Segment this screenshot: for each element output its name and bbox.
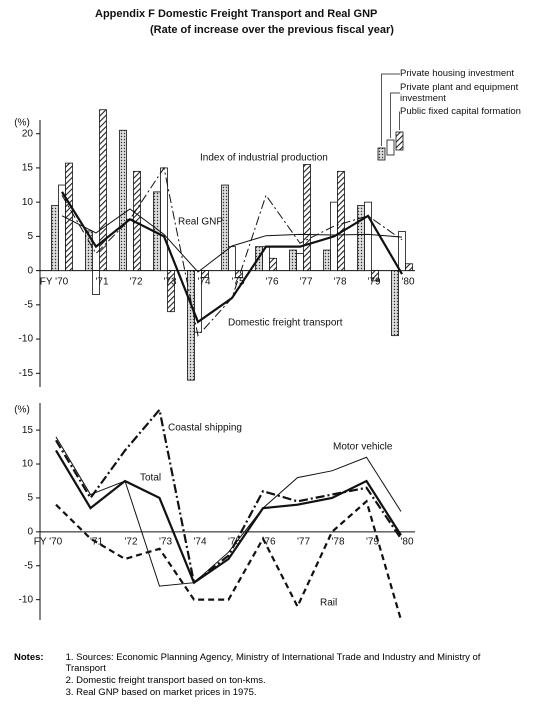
- chart-title: Appendix F Domestic Freight Transport an…: [95, 8, 377, 20]
- legend-label: Public fixed capital formation: [400, 106, 521, 117]
- bar: [221, 184, 229, 272]
- note: 2. Domestic freight transport based on t…: [65, 675, 266, 686]
- legend-swatch: [395, 131, 404, 151]
- bar: [391, 270, 399, 337]
- bar: [269, 257, 277, 272]
- y-tick-label: -15: [19, 368, 34, 379]
- x-tick-label: '72: [124, 536, 137, 547]
- bar: [201, 270, 209, 278]
- y-tick-label: 10: [22, 197, 34, 208]
- bar: [323, 249, 331, 272]
- x-tick-label: '78: [331, 536, 344, 547]
- y-axis-label: (%): [14, 118, 30, 129]
- bar: [92, 270, 100, 295]
- chart-subtitle: (Rate of increase over the previous fisc…: [150, 24, 394, 36]
- line: [61, 208, 403, 273]
- line: [55, 407, 402, 585]
- series-label: Motor vehicle: [333, 442, 393, 453]
- bar: [99, 109, 107, 272]
- series-label: Real GNP: [178, 217, 223, 228]
- notes-list: 1. Sources: Economic Planning Agency, Mi…: [44, 652, 496, 699]
- bar: [85, 230, 93, 272]
- bar: [126, 218, 134, 272]
- bar: [187, 270, 195, 381]
- y-tick-label: -5: [24, 560, 33, 571]
- y-tick-label: 15: [22, 163, 34, 174]
- bar: [65, 162, 73, 272]
- y-tick-label: -5: [24, 299, 33, 310]
- x-tick-label: '78: [333, 276, 346, 287]
- line: [61, 191, 403, 324]
- x-tick-label: '79: [367, 276, 380, 287]
- legend-swatch: [377, 147, 386, 161]
- line: [55, 436, 402, 587]
- legend-swatch: [386, 139, 395, 156]
- y-tick-label: 5: [27, 231, 33, 242]
- y-tick-label: 0: [27, 526, 33, 537]
- x-tick-label: '77: [297, 536, 310, 547]
- legend-label: Private plant and equipment investment: [400, 82, 519, 104]
- note: 1. Sources: Economic Planning Agency, Mi…: [65, 652, 481, 674]
- notes-label: Notes:: [14, 652, 44, 663]
- bar: [405, 263, 413, 272]
- bar: [160, 167, 168, 272]
- notes: Notes: 1. Sources: Economic Planning Age…: [14, 652, 534, 699]
- y-tick-label: -10: [19, 594, 34, 605]
- x-tick-label: '74: [197, 276, 210, 287]
- x-tick-label: '80: [401, 276, 414, 287]
- series-label: Domestic freight transport: [228, 318, 343, 329]
- x-tick-label: FY '70: [34, 536, 63, 547]
- x-tick-label: '76: [265, 276, 278, 287]
- bar: [337, 170, 345, 272]
- x-tick-label: '73: [159, 536, 172, 547]
- y-axis-label: (%): [14, 405, 30, 416]
- x-tick-label: '74: [193, 536, 206, 547]
- y-tick-label: 15: [22, 425, 34, 436]
- bar: [371, 270, 379, 282]
- line: [55, 449, 402, 585]
- series-label: Rail: [320, 598, 337, 609]
- series-label: Index of industrial production: [200, 153, 328, 164]
- x-tick-label: '71: [90, 536, 103, 547]
- chart: Appendix F Domestic Freight Transport an…: [14, 8, 415, 621]
- legend-leader: [399, 111, 400, 130]
- y-tick-label: 5: [27, 493, 33, 504]
- x-tick-label: '75: [231, 276, 244, 287]
- x-tick-label: '77: [299, 276, 312, 287]
- series-label: Total: [140, 473, 161, 484]
- x-tick-label: '71: [95, 276, 108, 287]
- bar: [51, 205, 59, 272]
- series-label: Coastal shipping: [168, 423, 242, 434]
- x-tick-label: '72: [129, 276, 142, 287]
- x-tick-label: '80: [400, 536, 413, 547]
- legend-leader: [381, 73, 400, 146]
- bar: [167, 270, 175, 313]
- y-tick-label: 0: [27, 265, 33, 276]
- bar: [303, 164, 311, 272]
- bar: [364, 201, 372, 272]
- note: 3. Real GNP based on market prices in 19…: [65, 687, 257, 698]
- bar: [119, 129, 127, 272]
- legend-label: Private housing investment: [400, 68, 515, 79]
- y-tick-label: -10: [19, 334, 34, 345]
- x-tick-label: FY '70: [40, 276, 69, 287]
- bar: [398, 231, 406, 272]
- bar: [289, 249, 297, 272]
- x-tick-label: '73: [163, 276, 176, 287]
- line: [55, 499, 403, 621]
- y-tick-label: 10: [22, 459, 34, 470]
- bar: [228, 246, 236, 272]
- legend-leader: [390, 92, 400, 138]
- y-tick-label: 20: [22, 128, 34, 139]
- bar: [296, 253, 304, 272]
- x-tick-label: '79: [366, 536, 379, 547]
- x-tick-label: '75: [228, 536, 241, 547]
- bar: [357, 205, 365, 272]
- x-tick-label: '76: [262, 536, 275, 547]
- bar: [194, 270, 202, 333]
